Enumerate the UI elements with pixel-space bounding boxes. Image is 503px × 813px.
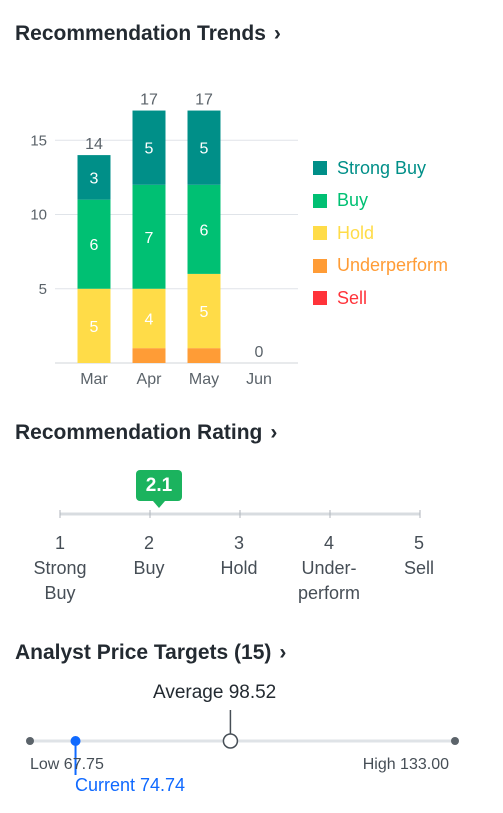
- segment-value-label: 5: [145, 141, 154, 158]
- bar-segment-hold: [77, 288, 111, 363]
- legend-label-buy: Buy: [337, 190, 369, 211]
- recommendation-rating-title-text: Recommendation Rating: [15, 421, 263, 444]
- rating-number: 5: [413, 533, 424, 553]
- high-target-dot: [451, 737, 459, 745]
- rating-word: Under-: [301, 558, 357, 578]
- bar-total-label: 0: [255, 344, 264, 361]
- legend-label-underperform: Underperform: [337, 255, 449, 276]
- current-price-label: Current 74.74: [75, 775, 186, 795]
- recommendation-trends-title[interactable]: Recommendation Trends ›: [15, 22, 281, 46]
- segment-value-label: 6: [200, 222, 209, 239]
- y-tick-label: 5: [39, 281, 47, 298]
- rating-word: perform: [297, 583, 360, 603]
- high-target-label: High 133.00: [362, 756, 449, 773]
- chevron-right-icon: ›: [279, 641, 287, 664]
- bar-segment-buy: [77, 199, 111, 289]
- recommendation-trends-title-text: Recommendation Trends: [15, 22, 266, 45]
- low-target-dot: [26, 737, 34, 745]
- segment-value-label: 7: [145, 230, 154, 247]
- legend-swatch-strong-buy: [313, 161, 327, 176]
- legend-item-sell[interactable]: Sell: [313, 282, 448, 315]
- x-tick-label: Mar: [80, 371, 108, 388]
- low-target-label: Low 67.75: [30, 756, 104, 773]
- rating-label-5: 5 Sell: [374, 531, 464, 581]
- rating-number: 1: [54, 533, 65, 553]
- rating-word: Hold: [220, 558, 258, 578]
- y-tick-label: 10: [30, 207, 47, 224]
- x-tick-label: May: [189, 371, 219, 388]
- legend-label-sell: Sell: [337, 287, 368, 308]
- legend-swatch-buy: [313, 193, 327, 208]
- legend-item-strong-buy[interactable]: Strong Buy: [313, 152, 448, 185]
- segment-value-label: 4: [145, 311, 154, 328]
- price-target-range: [26, 710, 459, 775]
- rating-value: 2.1: [145, 475, 173, 496]
- bar-segment-buy: [132, 184, 166, 289]
- rating-word: Strong: [33, 558, 87, 578]
- analyst-price-targets-title[interactable]: Analyst Price Targets (15) ›: [15, 641, 286, 665]
- rating-label-1: 1 Strong Buy: [15, 531, 105, 606]
- rating-number: 2: [143, 533, 154, 553]
- rating-scale: [59, 510, 421, 518]
- chevron-right-icon: ›: [273, 22, 281, 45]
- bar-segment-strong-buy: [187, 110, 221, 185]
- rating-label-3: 3 Hold: [194, 531, 284, 581]
- legend-item-underperform[interactable]: Underperform: [313, 250, 448, 283]
- segment-value-label: 5: [200, 304, 209, 321]
- bar-total-label: 17: [195, 92, 213, 109]
- x-tick-label: Apr: [137, 371, 163, 388]
- bar-total-label: 17: [140, 92, 158, 109]
- average-target-marker: [222, 733, 239, 749]
- segment-value-label: 5: [200, 141, 209, 158]
- segment-value-label: 5: [90, 319, 99, 336]
- bar-segment-buy: [187, 184, 221, 274]
- legend-label-hold: Hold: [337, 222, 375, 243]
- bar-segment-underperform: [132, 348, 166, 363]
- bar-segment-hold: [187, 273, 221, 349]
- segment-value-label: 6: [90, 237, 99, 254]
- segment-value-label: 3: [90, 170, 99, 187]
- legend-swatch-sell: [313, 291, 327, 306]
- average-target-label: Average 98.52: [153, 682, 277, 703]
- legend-swatch-hold: [313, 226, 327, 241]
- analyst-price-targets-title-text: Analyst Price Targets (15): [15, 641, 272, 664]
- y-tick-label: 15: [30, 132, 47, 149]
- rating-label-2: 2 Buy: [104, 531, 194, 581]
- x-tick-label: Jun: [246, 371, 272, 388]
- bar-total-label: 14: [85, 136, 103, 153]
- rating-value-badge: 2.1: [136, 470, 182, 508]
- rating-word: Sell: [403, 558, 434, 578]
- legend-item-buy[interactable]: Buy: [313, 185, 448, 218]
- current-price-marker: [70, 736, 81, 746]
- legend-item-hold[interactable]: Hold: [313, 217, 448, 250]
- legend-label-strong-buy: Strong Buy: [337, 157, 427, 178]
- recommendation-trends-chart: 5 10 15 5 6 3 14 Mar 4 7 5 17 Apr 5 6 5 17 May 0 Jun: [30, 92, 298, 388]
- recommendation-rating-title[interactable]: Recommendation Rating ›: [15, 421, 277, 445]
- rating-word: Buy: [44, 583, 76, 603]
- bar-segment-hold: [132, 288, 166, 349]
- rating-number: 4: [323, 533, 334, 553]
- rating-label-4: 4 Under- perform: [284, 531, 374, 606]
- chevron-right-icon: ›: [270, 421, 278, 444]
- bar-segment-strong-buy: [132, 110, 166, 185]
- rating-word: Buy: [133, 558, 165, 578]
- legend-swatch-underperform: [313, 258, 327, 273]
- rating-number: 3: [233, 533, 244, 553]
- bar-segment-strong-buy: [77, 155, 111, 200]
- chart-legend: Strong Buy Buy Hold Underperform Sell: [313, 152, 448, 315]
- bar-segment-underperform: [187, 348, 221, 363]
